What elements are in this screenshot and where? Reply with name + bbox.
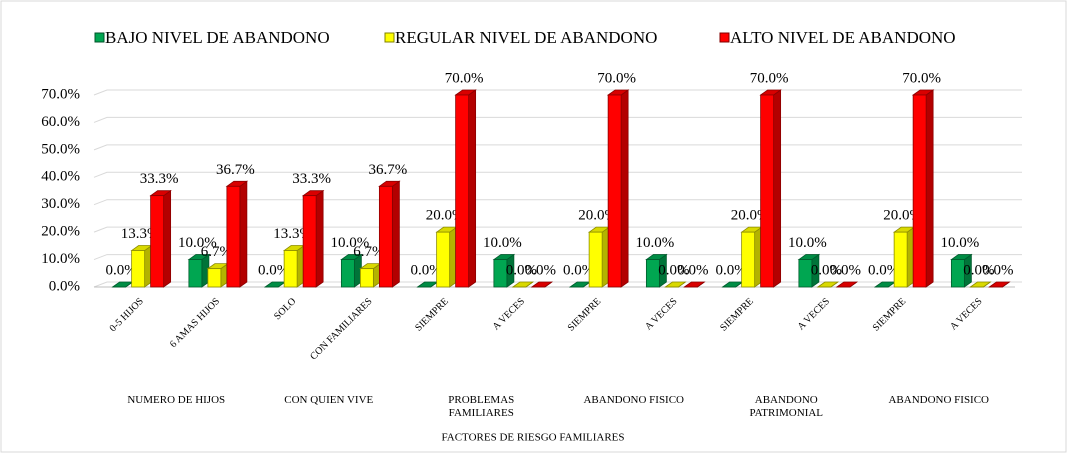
data-label: 0.0% <box>525 262 556 278</box>
data-label: 6.7% <box>353 244 384 260</box>
y-tick-label: 0.0% <box>49 278 80 294</box>
legend-label: BAJO NIVEL DE ABANDONO <box>105 28 330 47</box>
group-label: ABANDONO PATRIMONIAL <box>749 394 824 419</box>
bar-side <box>620 89 629 288</box>
bar <box>436 231 451 288</box>
grid-line <box>93 281 1022 288</box>
data-label: 70.0% <box>445 70 484 86</box>
bar <box>226 185 241 288</box>
bar <box>150 195 165 288</box>
bar <box>283 250 298 288</box>
bar <box>207 268 222 288</box>
data-label: 70.0% <box>750 70 789 86</box>
data-label: 20.0% <box>426 208 465 224</box>
data-label: 10.0% <box>483 235 522 251</box>
legend-swatch <box>384 32 395 43</box>
y-tick-label: 30.0% <box>41 196 80 212</box>
data-label: 36.7% <box>216 162 255 178</box>
bar <box>302 195 317 288</box>
data-label: 6.7% <box>201 244 232 260</box>
data-label: 10.0% <box>636 235 675 251</box>
data-label: 70.0% <box>902 70 941 86</box>
group-label: PROBLEMAS FAMILIARES <box>448 394 515 419</box>
bar <box>588 231 603 288</box>
bar-side <box>315 189 324 288</box>
group-label: CON QUIEN VIVE <box>284 394 374 406</box>
bar <box>378 185 393 288</box>
data-label: 0.0% <box>811 262 842 278</box>
data-label: 10.0% <box>788 235 827 251</box>
data-label: 0.0% <box>258 262 289 278</box>
legend-label: ALTO NIVEL DE ABANDONO <box>730 28 956 47</box>
group-label: NUMERO DE HIJOS <box>127 394 226 406</box>
y-tick-label: 60.0% <box>41 114 80 130</box>
bar-side <box>391 180 400 288</box>
bar <box>455 94 470 288</box>
data-label: 0.0% <box>658 262 689 278</box>
legend-swatch <box>719 32 730 43</box>
data-label: 0.0% <box>830 262 861 278</box>
bar-side <box>163 189 172 288</box>
bar <box>607 94 622 288</box>
bar <box>741 231 756 288</box>
data-label: 20.0% <box>731 208 770 224</box>
grid-line <box>93 116 1022 123</box>
bar <box>131 250 146 288</box>
data-label: 13.3% <box>121 226 160 242</box>
data-label: 10.0% <box>941 235 980 251</box>
bar <box>645 259 660 288</box>
y-tick-label: 10.0% <box>41 251 80 267</box>
data-label: 0.0% <box>411 262 442 278</box>
data-label: 13.3% <box>273 226 312 242</box>
data-label: 0.0% <box>563 262 594 278</box>
data-label: 0.0% <box>868 262 899 278</box>
data-label: 0.0% <box>106 262 137 278</box>
bar <box>950 259 965 288</box>
legend-label: REGULAR NIVEL DE ABANDONO <box>395 28 657 47</box>
bar-side <box>468 89 477 288</box>
bar <box>760 94 775 288</box>
data-label: 33.3% <box>292 171 331 187</box>
data-label: 70.0% <box>597 70 636 86</box>
y-tick-label: 40.0% <box>41 169 80 185</box>
data-label: 0.0% <box>506 262 537 278</box>
grid-line <box>93 254 1022 261</box>
y-tick-label: 20.0% <box>41 224 80 240</box>
legend-swatch <box>94 32 105 43</box>
data-label: 20.0% <box>883 208 922 224</box>
data-label: 33.3% <box>140 171 179 187</box>
bar <box>893 231 908 288</box>
bar-side <box>773 89 782 288</box>
bar-side <box>925 89 934 288</box>
x-axis-title: FACTORES DE RIESGO FAMILIARES <box>441 432 624 444</box>
grid-line <box>93 199 1022 206</box>
data-label: 0.0% <box>677 262 708 278</box>
group-label: ABANDONO FISICO <box>888 394 990 406</box>
bar <box>340 259 355 288</box>
bar <box>912 94 927 288</box>
data-label: 10.0% <box>178 235 217 251</box>
data-label: 0.0% <box>716 262 747 278</box>
bar <box>493 259 508 288</box>
grid-line <box>93 171 1022 178</box>
bar <box>798 259 813 288</box>
y-tick-label: 70.0% <box>41 86 80 102</box>
data-label: 36.7% <box>369 162 408 178</box>
grid-line <box>93 144 1022 151</box>
bar <box>359 268 374 288</box>
bar <box>188 259 203 288</box>
data-label: 20.0% <box>578 208 617 224</box>
y-tick-label: 50.0% <box>41 141 80 157</box>
data-label: 10.0% <box>331 235 370 251</box>
group-label: ABANDONO FISICO <box>583 394 685 406</box>
bar-side <box>239 180 248 288</box>
data-label: 0.0% <box>982 262 1013 278</box>
grid-line <box>93 226 1022 233</box>
grid-line <box>93 89 1022 96</box>
data-label: 0.0% <box>963 262 994 278</box>
